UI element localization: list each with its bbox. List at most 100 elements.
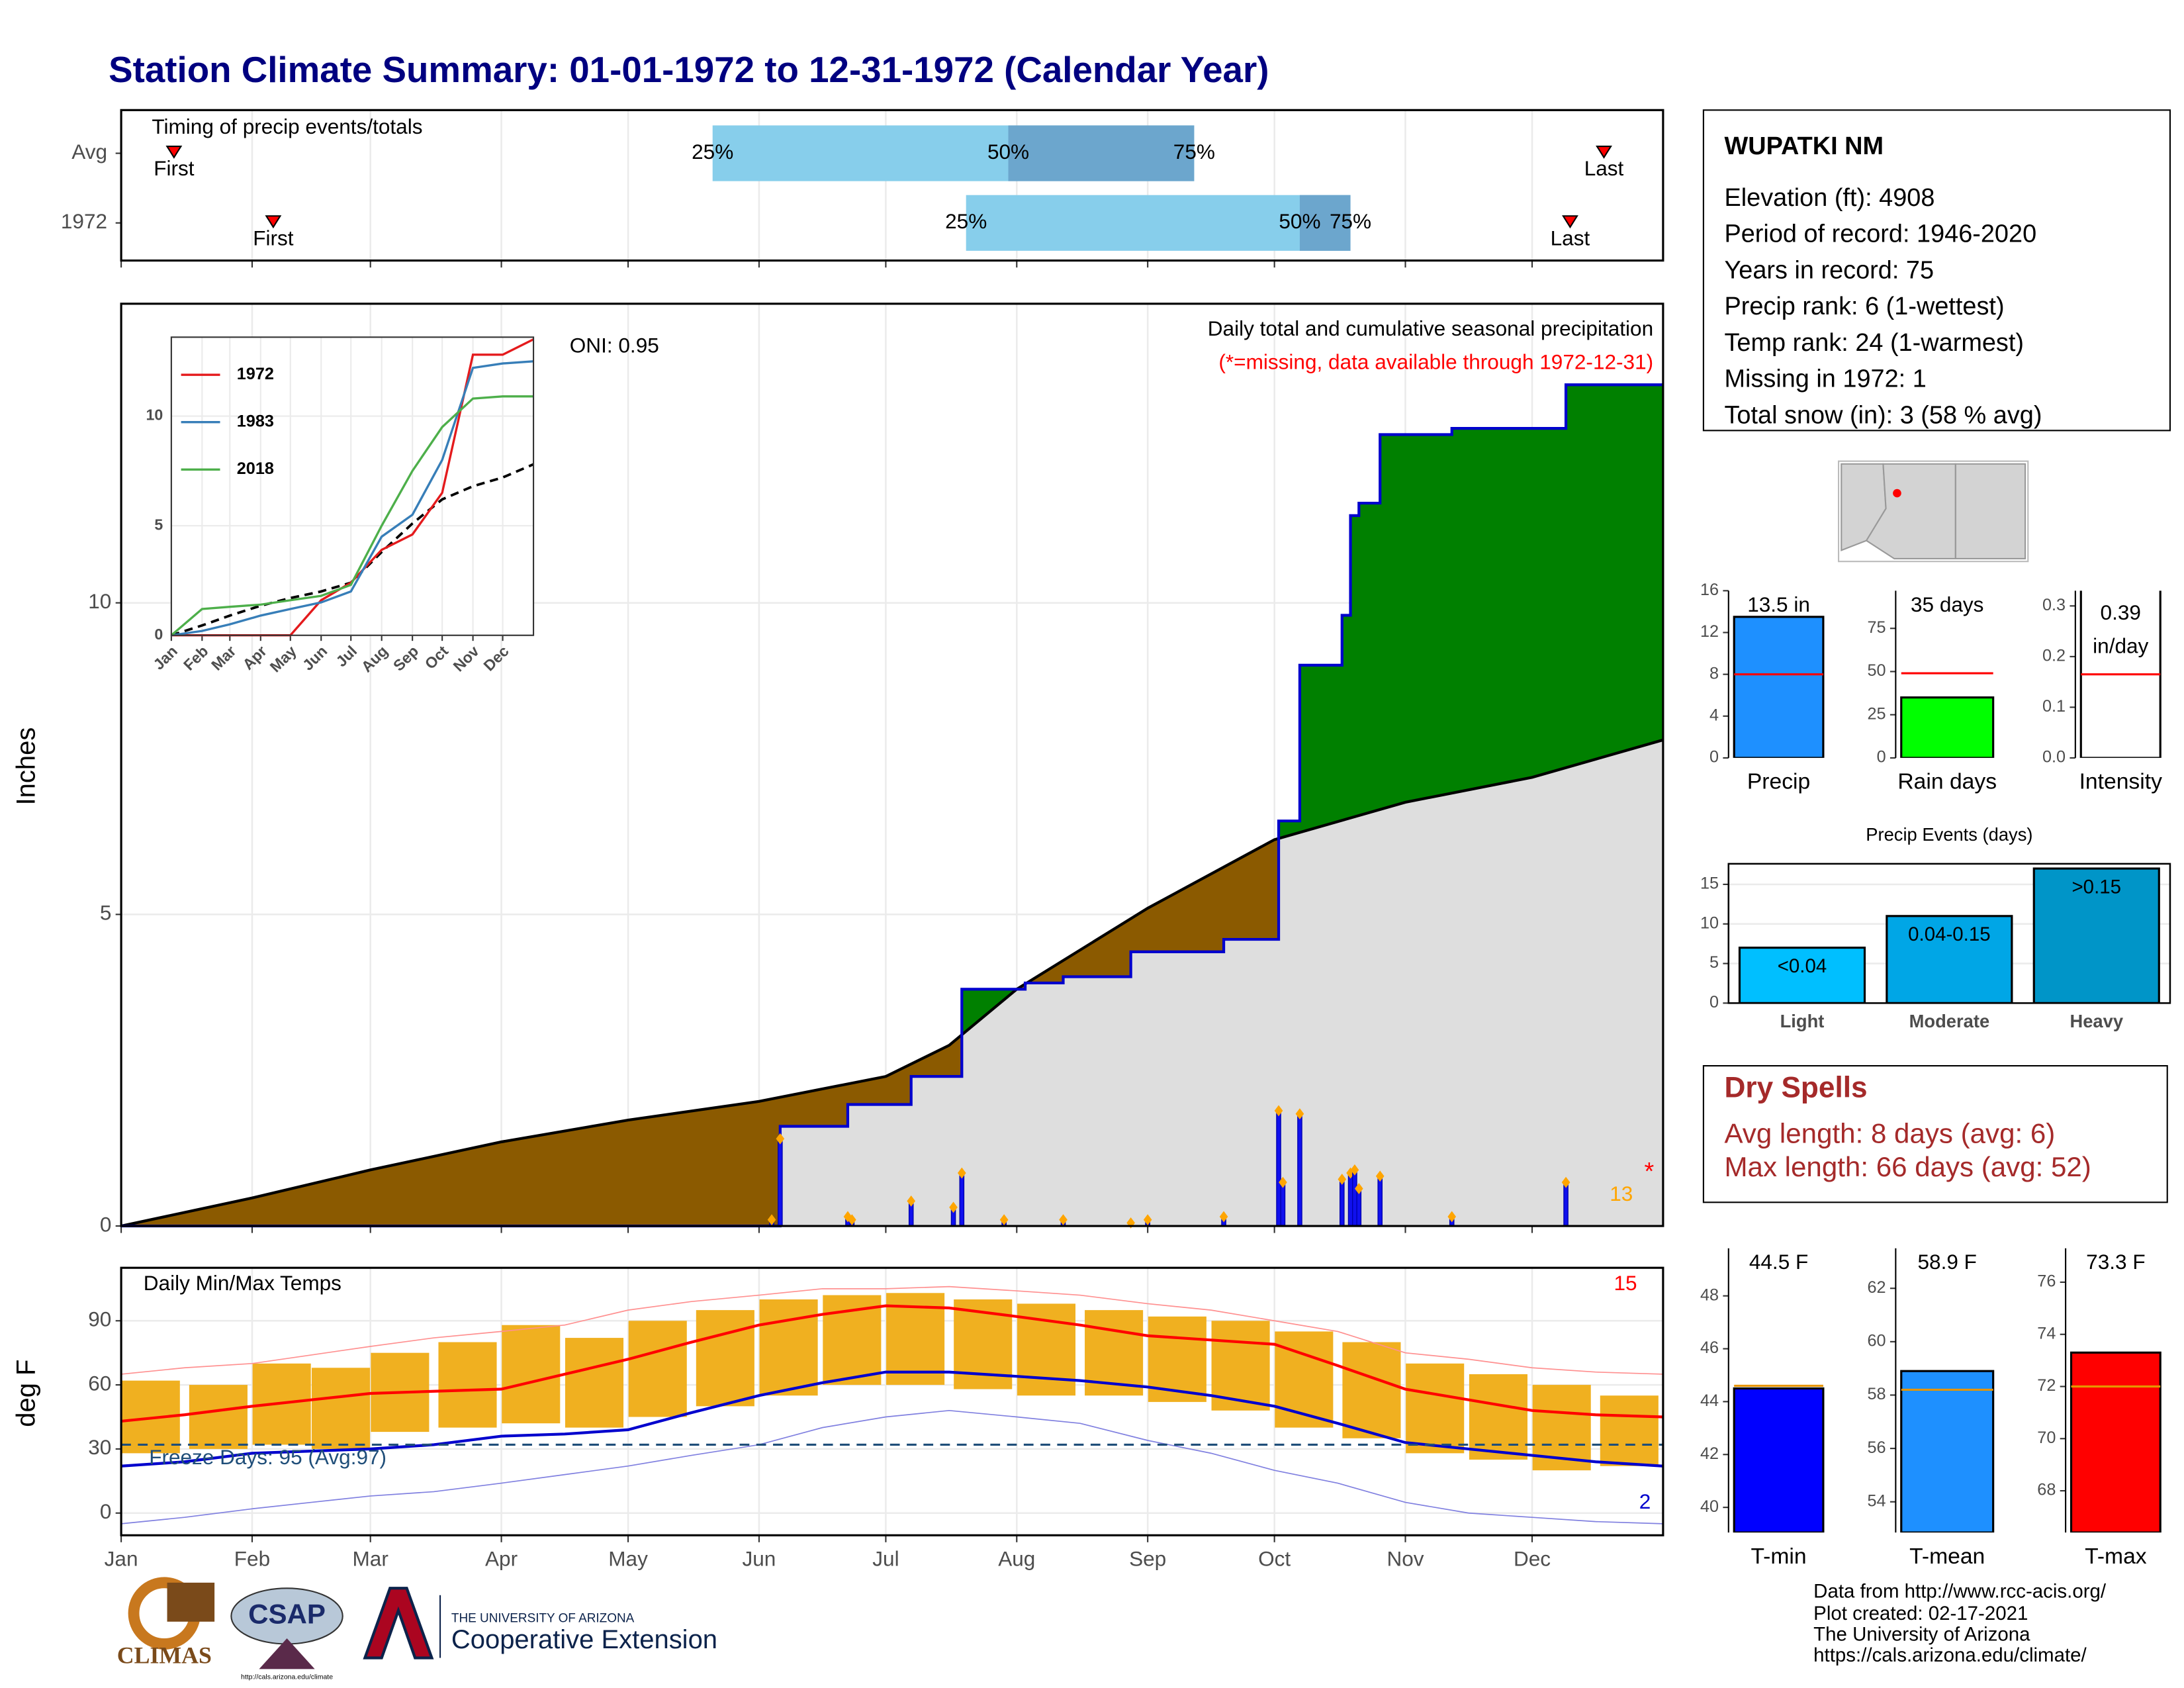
ua-logo — [363, 1587, 434, 1660]
observed-bar — [438, 1342, 497, 1428]
x-tick-label: Aug — [998, 1547, 1035, 1571]
logos: CLIMAS CSAP http://cals.arizona.edu/clim… — [117, 1577, 717, 1681]
value-label: 35 days — [1911, 592, 1984, 616]
bar — [1733, 616, 1825, 758]
year-line — [121, 383, 1663, 1228]
map-state — [1954, 463, 2026, 560]
map-station — [1893, 489, 1901, 498]
y-tick-label: 60 — [88, 1371, 111, 1395]
y-tick-label: 0 — [154, 626, 163, 643]
x-axis-label: Precip — [1747, 770, 1810, 794]
quartile-bar — [1299, 195, 1351, 251]
x-tick-label: Mar — [353, 1547, 388, 1571]
x-axis-label: T-min — [1751, 1544, 1806, 1569]
y-tick-label: 0.3 — [2042, 596, 2066, 614]
event-marker — [1596, 145, 1612, 159]
climas-text: CLIMAS — [117, 1642, 212, 1669]
daily-bar — [778, 1138, 783, 1227]
climas-icon — [167, 1582, 215, 1622]
quartile-bar — [966, 195, 1351, 251]
daily-dot — [1274, 1105, 1283, 1117]
y-tick-label: 48 — [1700, 1286, 1719, 1304]
y-tick-label: 16 — [1700, 581, 1719, 599]
x-tick-label: Jun — [742, 1547, 776, 1571]
y-tick-label: 0 — [100, 1212, 112, 1236]
plot-frame — [170, 336, 535, 636]
y-tick-label: 0 — [1877, 748, 1886, 767]
plot-frame — [120, 303, 1664, 1227]
quartile-label: 75% — [1330, 209, 1371, 233]
y-tick-label: 12 — [1700, 622, 1719, 641]
event-label: Last — [1551, 226, 1590, 250]
y-tick-label: 75 — [1868, 618, 1886, 637]
y-axis-label: deg F — [12, 1360, 41, 1427]
daily-bar — [1280, 1182, 1286, 1227]
y-tick-label: 10 — [1700, 914, 1719, 932]
event-marker — [165, 145, 183, 159]
quartile-label: 50% — [1279, 209, 1320, 233]
x-tick-label: Oct — [1258, 1547, 1291, 1571]
bar — [1900, 1370, 1995, 1533]
x-tick-label: Sep — [1129, 1547, 1166, 1571]
chart-title: Precip Events (days) — [1866, 824, 2032, 845]
x-axis-label: T-max — [2085, 1544, 2147, 1569]
daily-dot — [1338, 1174, 1347, 1185]
series-line — [170, 395, 534, 637]
x-tick-label: Apr — [485, 1547, 518, 1571]
value-label: 0.39 in/day — [2093, 601, 2148, 659]
map — [1838, 460, 2029, 563]
observed-bar — [1211, 1321, 1270, 1411]
value-label: 58.9 F — [1918, 1250, 1977, 1274]
series-line — [171, 360, 534, 637]
x-axis-label: Intensity — [2079, 770, 2163, 794]
y-tick-label: 44 — [1700, 1391, 1719, 1410]
avg-min-line — [120, 1370, 1664, 1468]
y-axis-label: Inches — [12, 727, 41, 806]
daily-dot — [1354, 1183, 1363, 1195]
bar — [1886, 915, 2013, 1004]
x-tick-label: Heavy — [2070, 1011, 2123, 1031]
x-tick-label: Moderate — [1909, 1011, 1990, 1031]
dry-spells-title: Dry Spells — [1724, 1072, 1867, 1104]
chart-note: (*=missing, data available through 1972-… — [1218, 350, 1653, 374]
y-tick-label: 72 — [2037, 1376, 2056, 1395]
y-tick-label: 10 — [88, 589, 111, 613]
value-label-part: 0.39 — [2101, 601, 2141, 625]
y-tick-label: 1972 — [61, 209, 107, 233]
dry-spells-line: Max length: 66 days (avg: 52) — [1724, 1151, 2091, 1182]
y-tick-label: 5 — [1709, 953, 1719, 972]
university-text: THE UNIVERSITY OF ARIZONA — [451, 1612, 635, 1626]
bar — [1733, 1387, 1825, 1533]
count-label: 13 — [1610, 1182, 1633, 1205]
observed-bar — [565, 1338, 624, 1428]
average-line — [120, 738, 1664, 1228]
x-axis-label: T-mean — [1909, 1544, 1985, 1569]
y-tick-label: 42 — [1700, 1444, 1719, 1463]
y-tick-label: 74 — [2037, 1324, 2056, 1342]
observed-bar — [189, 1385, 248, 1449]
record-max-line — [121, 1286, 1663, 1375]
y-tick-label: 5 — [154, 516, 163, 533]
station-name: WUPATKI NM — [1724, 132, 1884, 160]
hot-count: 15 — [1614, 1271, 1637, 1295]
quartile-bar — [1008, 125, 1195, 181]
daily-dot — [1350, 1164, 1359, 1176]
daily-dot — [1219, 1211, 1228, 1223]
y-tick-label: 58 — [1868, 1385, 1886, 1403]
csap-mountain — [259, 1638, 315, 1669]
extension-text: Cooperative Extension — [451, 1625, 717, 1654]
daily-dot — [1447, 1211, 1457, 1223]
y-tick-label: Avg — [71, 140, 107, 164]
value-label: 0.04-0.15 — [1908, 923, 1990, 945]
daily-bar — [1297, 1113, 1302, 1227]
value-label: 13.5 in — [1747, 592, 1810, 616]
y-tick-label: 68 — [2037, 1481, 2056, 1499]
value-label: <0.04 — [1778, 955, 1827, 977]
observed-bar — [1469, 1374, 1527, 1460]
y-tick-label: 40 — [1700, 1497, 1719, 1516]
station-line: Elevation (ft): 4908 — [1724, 184, 1934, 212]
event-label: Last — [1584, 156, 1624, 180]
page-title: Station Climate Summary: 01-01-1972 to 1… — [109, 49, 1269, 90]
